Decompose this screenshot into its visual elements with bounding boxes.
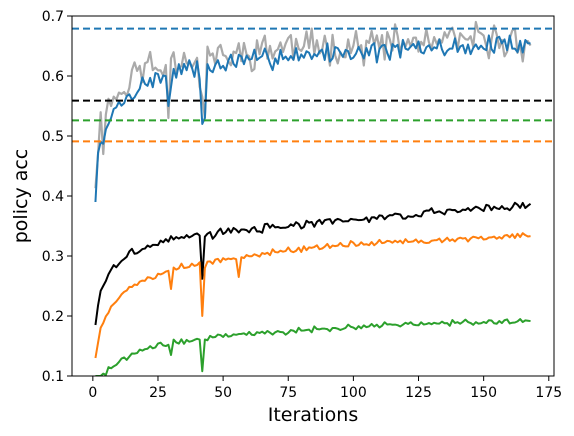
y-tick-label: 0.1	[42, 369, 64, 385]
y-tick-label: 0.2	[42, 309, 64, 325]
x-axis-label: Iterations	[268, 404, 359, 426]
y-axis: 0.1 0.2 0.3 0.4 0.5 0.6 0.7	[42, 9, 72, 385]
y-tick-label: 0.6	[42, 69, 64, 85]
y-tick-label: 0.5	[42, 129, 64, 145]
y-tick-label: 0.3	[42, 249, 64, 265]
y-tick-label: 0.7	[42, 9, 64, 25]
x-axis: 0 25 50 75 100 125 150 175	[88, 376, 562, 401]
x-tick-label: 50	[214, 385, 232, 401]
x-tick-label: 100	[340, 385, 367, 401]
series-line-3	[94, 201, 532, 326]
series-line-2	[94, 34, 531, 203]
plot-area	[72, 20, 554, 376]
series-group	[72, 20, 554, 376]
series-line-5	[95, 318, 531, 376]
series-line-1	[94, 20, 532, 189]
x-tick-label: 0	[88, 385, 97, 401]
y-axis-label: policy acc	[10, 149, 32, 244]
x-tick-label: 150	[470, 385, 497, 401]
x-tick-label: 125	[405, 385, 432, 401]
x-tick-label: 175	[535, 385, 562, 401]
y-tick-label: 0.4	[42, 189, 64, 205]
series-line-4	[94, 232, 531, 359]
x-tick-label: 25	[149, 385, 167, 401]
x-tick-label: 75	[279, 385, 297, 401]
